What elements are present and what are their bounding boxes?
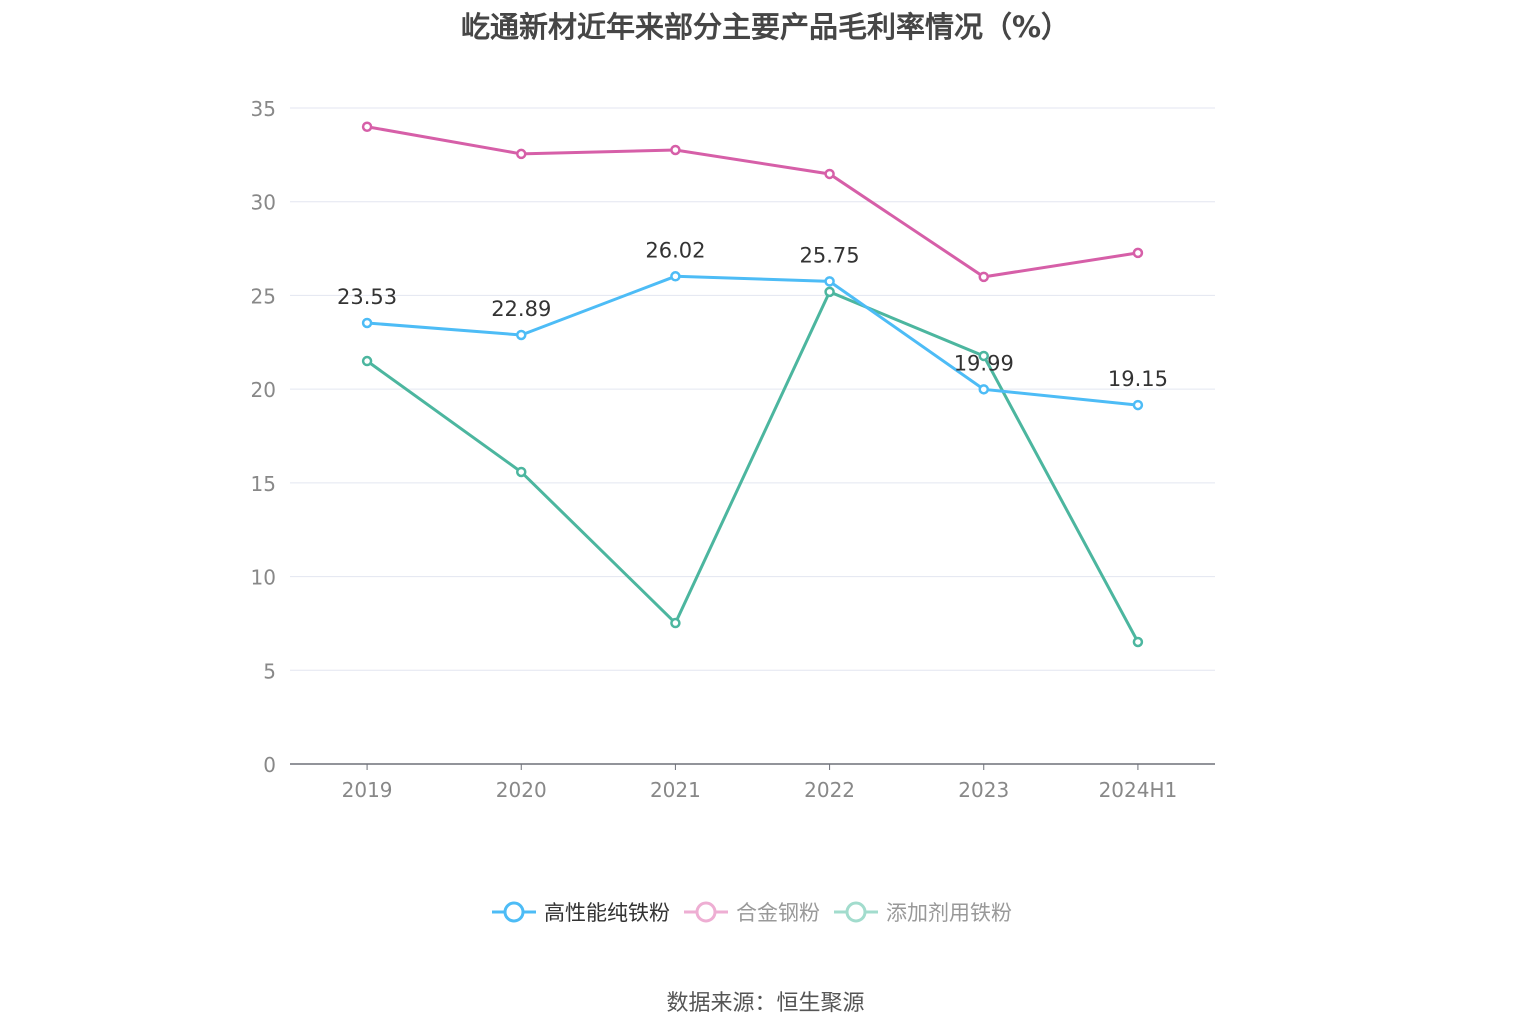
data-point — [516, 148, 527, 160]
data-label: 26.02 — [645, 238, 705, 262]
x-tick-label: 2019 — [342, 778, 393, 802]
data-source: 数据来源：恒生聚源 — [666, 991, 865, 1016]
legend-marker-icon — [834, 901, 878, 923]
data-point — [516, 329, 527, 341]
data-point — [824, 276, 835, 287]
y-tick-label: 20 — [251, 378, 276, 402]
data-point — [670, 271, 681, 282]
data-point — [824, 168, 835, 180]
legend-marker-icon — [684, 901, 728, 923]
series-line-0 — [366, 274, 1139, 407]
legend-label: 合金钢粉 — [736, 901, 820, 925]
y-tick-label: 30 — [251, 191, 276, 215]
y-tick-label: 0 — [263, 753, 276, 777]
x-tick-label: 2024H1 — [1099, 778, 1178, 802]
data-point — [978, 384, 989, 395]
legend-marker-icon — [492, 901, 536, 923]
y-tick-label: 5 — [263, 659, 276, 683]
data-point — [1132, 247, 1144, 259]
data-label: 22.89 — [491, 297, 551, 321]
data-label: 19.15 — [1108, 367, 1168, 391]
data-point — [670, 144, 681, 156]
data-point — [361, 121, 373, 132]
data-label: 23.53 — [337, 285, 397, 309]
x-tick-label: 2022 — [804, 778, 855, 802]
legend-item-1[interactable]: 合金钢粉 — [684, 897, 820, 927]
x-tick-label: 2023 — [958, 778, 1009, 802]
data-point — [824, 286, 835, 298]
data-point — [361, 355, 373, 367]
y-tick-label: 15 — [251, 472, 276, 496]
legend: 高性能纯铁粉 合金钢粉 添加剂用铁粉 — [492, 897, 1026, 927]
x-tick-label: 2020 — [496, 778, 547, 802]
y-tick-label: 25 — [251, 284, 276, 308]
data-point — [361, 317, 373, 329]
series-line-2 — [366, 289, 1140, 643]
y-tick-label: 35 — [251, 97, 276, 121]
legend-item-0[interactable]: 高性能纯铁粉 — [492, 897, 670, 927]
legend-item-2[interactable]: 添加剂用铁粉 — [834, 897, 1012, 927]
legend-label: 添加剂用铁粉 — [886, 901, 1012, 925]
legend-label: 高性能纯铁粉 — [544, 901, 670, 925]
data-label: 19.99 — [954, 351, 1014, 375]
series-line-1 — [366, 125, 1139, 279]
y-tick-label: 10 — [251, 566, 276, 590]
data-label: 25.75 — [800, 243, 860, 267]
data-point — [978, 350, 989, 362]
data-point — [1132, 636, 1144, 648]
data-point — [516, 466, 527, 478]
x-tick-label: 2021 — [650, 778, 701, 802]
data-point — [670, 617, 681, 629]
chart-title: 屹通新材近年来部分主要产品毛利率情况（%） — [460, 10, 1071, 44]
data-point — [1132, 399, 1144, 411]
data-point — [978, 271, 989, 283]
